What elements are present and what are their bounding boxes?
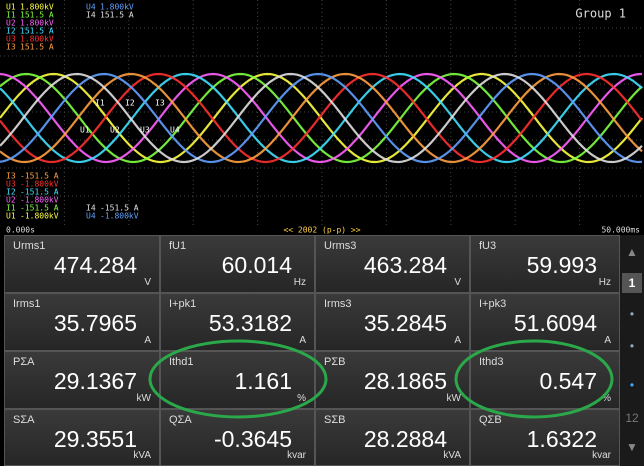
item-value: 1.6322 [527, 426, 597, 453]
item-unit: V [454, 277, 461, 288]
measurement-cell[interactable]: Ithd3 0.547% [470, 351, 620, 409]
page-dot: • [620, 378, 644, 392]
time-end: 50.000ms [601, 226, 640, 235]
channel-name: U1 [6, 212, 16, 221]
measurement-cell[interactable]: I+pk1 53.3182 A [160, 293, 315, 351]
item-value: 0.547 [539, 368, 597, 395]
item-unit: % [297, 393, 306, 404]
item-value: 35.2845 [364, 310, 447, 337]
page-up[interactable]: ▲ [620, 245, 644, 259]
item-value: 28.1865 [364, 368, 447, 395]
page-dot: • [620, 339, 644, 353]
measurement-cell[interactable]: I+pk3 51.6094 A [470, 293, 620, 351]
trace-label: I1 [95, 99, 105, 108]
trace-label: U3 [140, 126, 150, 135]
item-name: QΣB [479, 414, 502, 426]
item-value: -0.3645 [214, 426, 292, 453]
item-value: 60.014 [222, 252, 292, 279]
trace-label: I2 [125, 99, 135, 108]
item-unit: kVA [133, 450, 151, 461]
item-unit: Hz [599, 277, 611, 288]
item-unit: A [604, 335, 611, 346]
page-sidebar: ▲ 1 • • • 12 ▼ [620, 235, 644, 466]
channel-range: -1.800kV [100, 212, 139, 221]
page-dot: • [620, 307, 644, 321]
item-unit: kvar [592, 450, 611, 461]
item-unit: kvar [287, 450, 306, 461]
item-value: 29.1367 [54, 368, 137, 395]
item-unit: kVA [443, 450, 461, 461]
item-name: Urms1 [13, 240, 45, 252]
item-unit: A [144, 335, 151, 346]
analyzer-screen: U11.800kVI1151.5 AU21.800kVI2151.5 AU31.… [0, 0, 644, 466]
channel-name: I4 [86, 11, 96, 20]
item-value: 28.2884 [364, 426, 447, 453]
item-unit: kW [137, 393, 151, 404]
item-value: 35.7965 [54, 310, 137, 337]
item-name: PΣA [13, 356, 34, 368]
item-value: 59.993 [527, 252, 597, 279]
channel-name: U4 [86, 212, 96, 221]
item-name: Urms3 [324, 240, 356, 252]
trace-label: I3 [155, 99, 165, 108]
item-unit: A [454, 335, 461, 346]
item-value: 51.6094 [514, 310, 597, 337]
measurement-cell[interactable]: Urms3 463.284 V [315, 235, 470, 293]
item-name: SΣA [13, 414, 34, 426]
item-value: 29.3551 [54, 426, 137, 453]
channel-range: -1.800kV [20, 212, 59, 221]
measurement-cell[interactable]: Irms1 35.7965 A [4, 293, 160, 351]
item-name: SΣB [324, 414, 345, 426]
item-name: I+pk3 [479, 298, 506, 310]
trace-label: U4 [170, 126, 180, 135]
measurement-cell[interactable]: Ithd1 1.161% [160, 351, 315, 409]
channel-range: 151.5 A [100, 11, 134, 20]
item-value: 463.284 [364, 252, 447, 279]
item-name: Irms1 [13, 298, 41, 310]
item-name: Irms3 [324, 298, 352, 310]
measurement-cell[interactable]: Urms1 474.284 V [4, 235, 160, 293]
waveform-display: U11.800kVI1151.5 AU21.800kVI2151.5 AU31.… [0, 0, 644, 235]
measurement-cell[interactable]: Irms3 35.2845 A [315, 293, 470, 351]
item-name: Ithd1 [169, 356, 193, 368]
item-name: fU3 [479, 240, 496, 252]
page-down[interactable]: ▼ [620, 440, 644, 454]
trace-label: U1 [80, 126, 90, 135]
item-name: I+pk1 [169, 298, 196, 310]
record-label: << 2002 (p-p) >> [283, 226, 360, 235]
item-unit: kW [447, 393, 461, 404]
item-unit: Hz [294, 277, 306, 288]
item-name: fU1 [169, 240, 186, 252]
last-page: 12 [620, 411, 644, 425]
current-page: 1 [622, 273, 642, 293]
item-name: QΣA [169, 414, 192, 426]
item-value: 474.284 [54, 252, 137, 279]
channel-range: 151.5 A [20, 43, 54, 52]
item-value: 1.161 [234, 368, 292, 395]
item-unit: % [602, 393, 611, 404]
time-start: 0.000s [6, 226, 35, 235]
item-unit: A [299, 335, 306, 346]
item-name: Ithd3 [479, 356, 503, 368]
group-label: Group 1 [575, 7, 626, 21]
channel-name: I3 [6, 43, 16, 52]
item-name: PΣB [324, 356, 345, 368]
item-unit: V [144, 277, 151, 288]
trace-label: U2 [110, 126, 120, 135]
item-value: 53.3182 [209, 310, 292, 337]
